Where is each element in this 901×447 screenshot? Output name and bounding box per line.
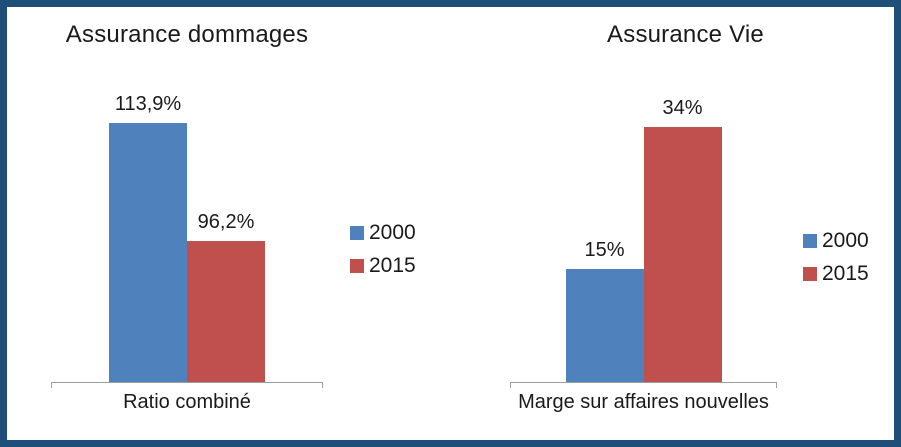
legend: 2000 2015 bbox=[350, 220, 416, 278]
bar-group-2000: 113,9% bbox=[109, 93, 187, 382]
bar-value-label: 113,9% bbox=[114, 93, 182, 115]
chart-panel-assurance-vie: Assurance Vie 15% 34% Marge sur affaires… bbox=[510, 7, 777, 440]
legend-swatch-2000 bbox=[350, 225, 364, 240]
bar-2015 bbox=[187, 241, 265, 382]
bar-2015 bbox=[643, 127, 722, 382]
axis-tick-left bbox=[510, 383, 511, 388]
legend-label: 2015 bbox=[822, 262, 869, 285]
chart-title: Assurance dommages bbox=[65, 21, 309, 48]
legend-item-2000: 2000 bbox=[350, 220, 416, 245]
plot-area: 113,9% 96,2% bbox=[51, 82, 323, 388]
legend-item-2015: 2015 bbox=[350, 253, 416, 278]
axis-tick-left bbox=[51, 383, 52, 388]
legend-label: 2015 bbox=[369, 254, 416, 277]
legend-swatch-2000 bbox=[803, 233, 817, 248]
bar-value-label: 15% bbox=[584, 239, 625, 261]
plot-area: 15% 34% bbox=[510, 82, 777, 388]
axis-tick-right bbox=[776, 383, 777, 388]
bar-value-label: 96,2% bbox=[197, 211, 255, 233]
bar-value-label: 34% bbox=[662, 97, 703, 119]
legend-swatch-2015 bbox=[350, 258, 364, 273]
legend-swatch-2015 bbox=[803, 266, 817, 281]
legend-item-2015: 2015 bbox=[803, 261, 869, 286]
chart-panel-assurance-dommages: Assurance dommages 113,9% 96,2% Ratio co… bbox=[51, 7, 323, 440]
bar-2000 bbox=[109, 123, 187, 382]
category-label: Marge sur affaires nouvelles bbox=[518, 391, 769, 413]
bar-group-2015: 96,2% bbox=[187, 211, 265, 382]
bar-group-2000: 15% bbox=[565, 239, 644, 382]
bar-group-2015: 34% bbox=[643, 97, 722, 382]
chart-title: Assurance Vie bbox=[607, 21, 764, 48]
legend-label: 2000 bbox=[369, 221, 416, 244]
bar-2000 bbox=[565, 269, 644, 382]
legend-item-2000: 2000 bbox=[803, 228, 869, 253]
category-label: Ratio combiné bbox=[123, 391, 251, 413]
axis-tick-right bbox=[322, 383, 323, 388]
legend: 2000 2015 bbox=[803, 228, 869, 286]
legend-label: 2000 bbox=[822, 229, 869, 252]
